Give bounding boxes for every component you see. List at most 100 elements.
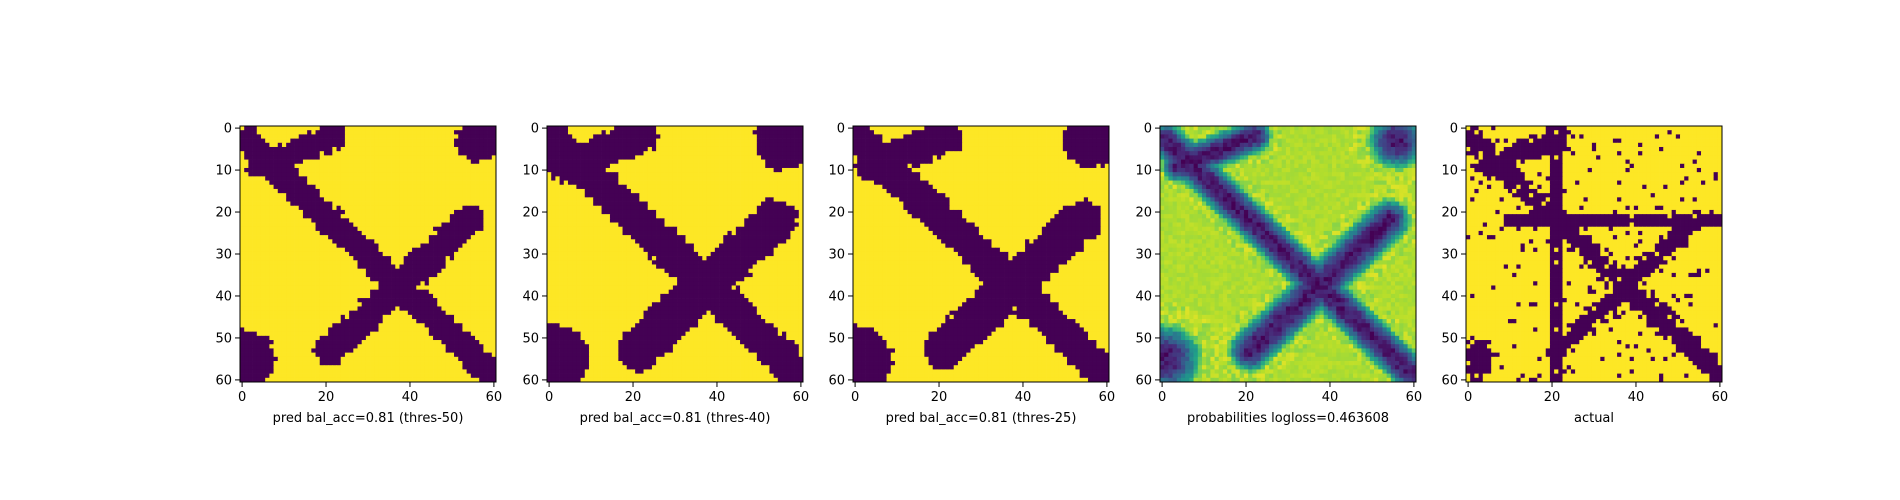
heatmap-cell [467, 319, 472, 324]
heatmap-cell [446, 130, 451, 135]
heatmap-cell [311, 231, 316, 236]
heatmap-cell [769, 139, 774, 144]
heatmap-cell [286, 235, 291, 240]
heatmap-cell [303, 218, 308, 223]
heatmap-cell [441, 332, 446, 337]
heatmap-cell [316, 252, 321, 257]
heatmap-cell [341, 168, 346, 173]
heatmap-cell [265, 260, 270, 265]
heatmap-cell [623, 143, 628, 148]
heatmap-cell [244, 252, 249, 257]
heatmap-cell [778, 130, 783, 135]
heatmap-cell [644, 202, 649, 207]
heatmap-cell [715, 147, 720, 152]
heatmap-cell [378, 327, 383, 332]
heatmap-cell [290, 302, 295, 307]
heatmap-cell [353, 160, 358, 165]
heatmap-cell [475, 332, 480, 337]
heatmap-cell [652, 155, 657, 160]
heatmap-cell [446, 223, 451, 228]
heatmap-cell [555, 139, 560, 144]
heatmap-cell [295, 302, 300, 307]
heatmap-cell [328, 269, 333, 274]
heatmap-cell [761, 147, 766, 152]
heatmap-cell [278, 181, 283, 186]
heatmap-cell [408, 210, 413, 215]
heatmap-cell [433, 181, 438, 186]
heatmap-cell [441, 306, 446, 311]
heatmap-cell [462, 139, 467, 144]
heatmap-cell [383, 155, 388, 160]
heatmap-cell [261, 361, 266, 366]
heatmap-cell [437, 311, 442, 316]
heatmap-cell [299, 344, 304, 349]
heatmap-cell [446, 134, 451, 139]
heatmap-cell [479, 252, 484, 257]
heatmap-cell [475, 244, 480, 249]
heatmap-cell [253, 197, 258, 202]
heatmap-cell [404, 189, 409, 194]
heatmap-cell [370, 235, 375, 240]
heatmap-cell [286, 193, 291, 198]
heatmap-cell [458, 151, 463, 156]
heatmap-cell [631, 176, 636, 181]
heatmap-cell [597, 143, 602, 148]
heatmap-cell [299, 248, 304, 253]
heatmap-cell [425, 172, 430, 177]
heatmap-cell [324, 277, 329, 282]
heatmap-cell [307, 231, 312, 236]
heatmap-cell [446, 126, 451, 131]
heatmap-cell [395, 311, 400, 316]
heatmap-cell [295, 139, 300, 144]
heatmap-cell [345, 323, 350, 328]
heatmap-cell [378, 139, 383, 144]
heatmap-cell [606, 181, 611, 186]
heatmap-cell [358, 235, 363, 240]
heatmap-cell [681, 176, 686, 181]
heatmap-cell [261, 273, 266, 278]
heatmap-cell [479, 365, 484, 370]
heatmap-cell [420, 365, 425, 370]
heatmap-cell [644, 185, 649, 190]
heatmap-cell [572, 147, 577, 152]
heatmap-cell [324, 155, 329, 160]
heatmap-cell [358, 151, 363, 156]
heatmap-cell [488, 239, 493, 244]
heatmap-cell [358, 340, 363, 345]
heatmap-cell [274, 269, 279, 274]
heatmap-cell [341, 264, 346, 269]
heatmap-cell [765, 155, 770, 160]
heatmap-cell [320, 202, 325, 207]
heatmap-cell [295, 353, 300, 358]
heatmap-cell [295, 147, 300, 152]
heatmap-cell [395, 151, 400, 156]
heatmap-cell [265, 365, 270, 370]
heatmap-cell [282, 302, 287, 307]
heatmap-cell [399, 298, 404, 303]
heatmap-cell [429, 176, 434, 181]
heatmap-cell [311, 327, 316, 332]
heatmap-cell [568, 151, 573, 156]
heatmap-cell [618, 160, 623, 165]
heatmap-cell [349, 252, 354, 257]
heatmap-cell [795, 185, 800, 190]
heatmap-cell [404, 340, 409, 345]
heatmap-cell [345, 365, 350, 370]
heatmap-cell [337, 252, 342, 257]
heatmap-cell [602, 181, 607, 186]
heatmap-cell [269, 311, 274, 316]
heatmap-cell [358, 344, 363, 349]
heatmap-cell [479, 189, 484, 194]
heatmap-cell [454, 155, 459, 160]
heatmap-cell [488, 231, 493, 236]
heatmap-cell [269, 260, 274, 265]
heatmap-cell [244, 264, 249, 269]
heatmap-cell [433, 134, 438, 139]
heatmap-cell [483, 365, 488, 370]
heatmap-cell [467, 227, 472, 232]
heatmap-cell [265, 315, 270, 320]
heatmap-cell [265, 336, 270, 341]
heatmap-cell [433, 260, 438, 265]
heatmap-cell [429, 130, 434, 135]
heatmap-cell [555, 155, 560, 160]
